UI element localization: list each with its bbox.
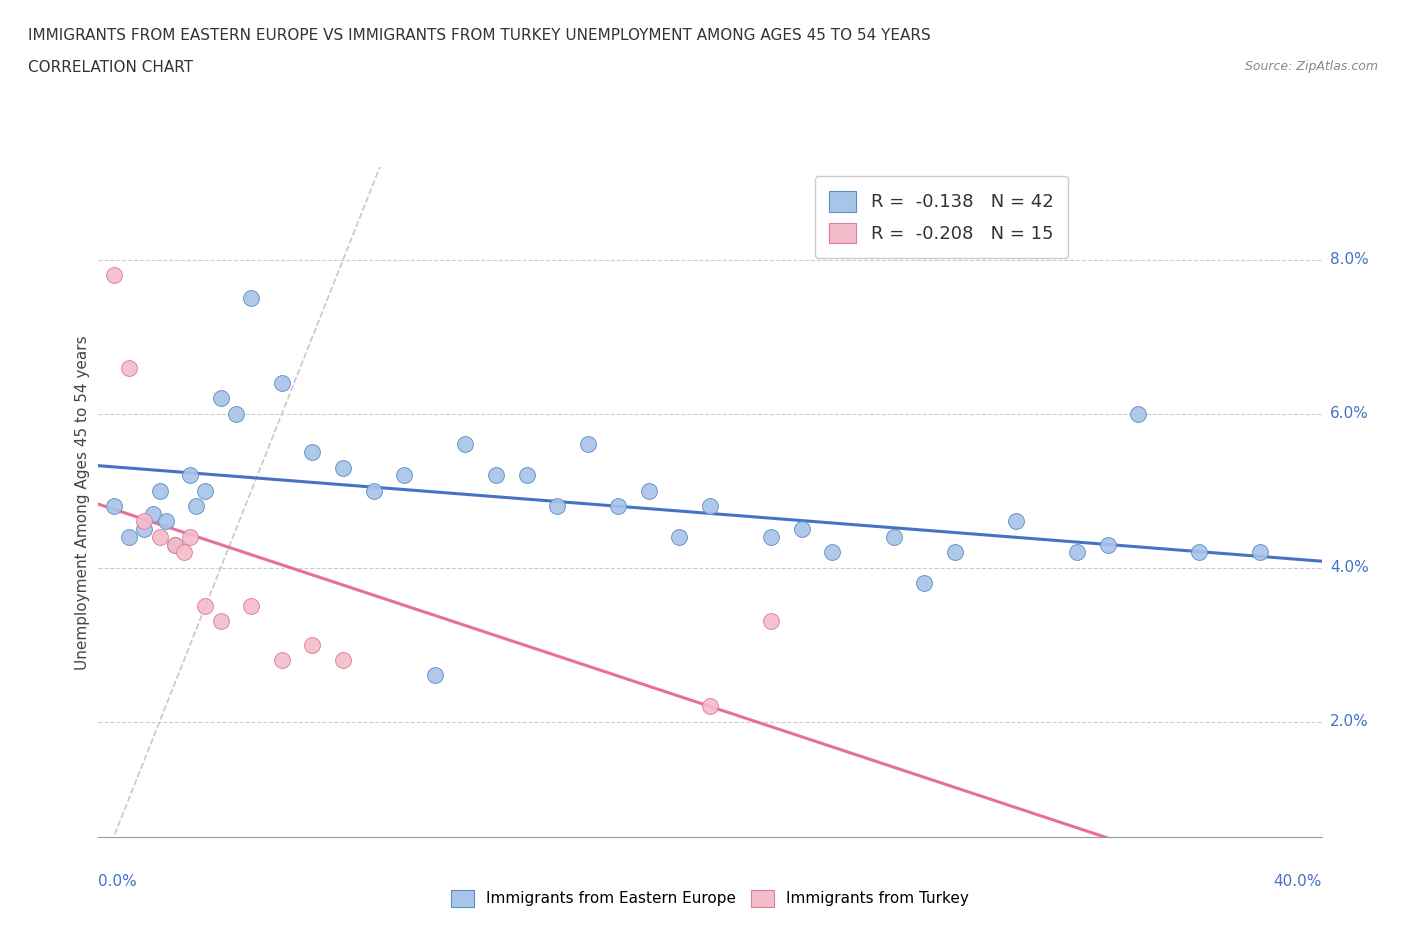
Point (668, 529, 690, 544)
Point (1249, 545, 1271, 560)
Point (301, 637, 323, 652)
Point (194, 599, 217, 614)
Point (179, 529, 201, 544)
Text: 8.0%: 8.0% (1330, 252, 1368, 267)
Point (699, 498, 721, 513)
Text: 0.0%: 0.0% (98, 874, 138, 889)
Point (759, 529, 782, 544)
Point (134, 522, 156, 537)
Point (155, 514, 177, 529)
Text: Source: ZipAtlas.com: Source: ZipAtlas.com (1244, 60, 1378, 73)
Point (225, 406, 247, 421)
Point (546, 498, 568, 513)
Point (194, 484, 217, 498)
Point (149, 484, 172, 498)
Point (179, 468, 201, 483)
Point (173, 545, 195, 560)
Legend: Immigrants from Eastern Europe, Immigrants from Turkey: Immigrants from Eastern Europe, Immigran… (441, 881, 979, 916)
Point (134, 514, 156, 529)
Point (332, 460, 354, 475)
Point (883, 529, 905, 544)
Point (423, 668, 446, 683)
Point (332, 653, 354, 668)
Point (821, 545, 844, 560)
Point (270, 376, 292, 391)
Point (943, 545, 966, 560)
Point (270, 653, 292, 668)
Point (1004, 514, 1026, 529)
Text: 6.0%: 6.0% (1330, 406, 1369, 421)
Point (1066, 545, 1088, 560)
Point (454, 437, 477, 452)
Point (103, 268, 125, 283)
Point (576, 437, 599, 452)
Point (186, 498, 208, 513)
Point (118, 360, 141, 375)
Point (163, 538, 186, 552)
Point (485, 468, 508, 483)
Point (163, 538, 186, 552)
Point (516, 468, 538, 483)
Point (103, 498, 125, 513)
Point (607, 498, 630, 513)
Point (1371, 406, 1393, 421)
Text: 40.0%: 40.0% (1274, 874, 1322, 889)
Point (209, 614, 232, 629)
Text: 4.0%: 4.0% (1330, 560, 1368, 575)
Point (790, 522, 813, 537)
Text: 2.0%: 2.0% (1330, 714, 1368, 729)
Point (1188, 545, 1211, 560)
Point (912, 576, 935, 591)
Point (1128, 406, 1150, 421)
Point (301, 445, 323, 459)
Text: CORRELATION CHART: CORRELATION CHART (28, 60, 193, 75)
Point (392, 468, 416, 483)
Point (759, 614, 782, 629)
Point (149, 529, 172, 544)
Point (1097, 538, 1119, 552)
Y-axis label: Unemployment Among Ages 45 to 54 years: Unemployment Among Ages 45 to 54 years (75, 335, 90, 670)
Point (240, 599, 263, 614)
Point (363, 484, 385, 498)
Point (142, 506, 165, 521)
Point (699, 698, 721, 713)
Text: IMMIGRANTS FROM EASTERN EUROPE VS IMMIGRANTS FROM TURKEY UNEMPLOYMENT AMONG AGES: IMMIGRANTS FROM EASTERN EUROPE VS IMMIGR… (28, 28, 931, 43)
Point (209, 391, 232, 405)
Point (240, 291, 263, 306)
Point (118, 529, 141, 544)
Point (637, 484, 661, 498)
